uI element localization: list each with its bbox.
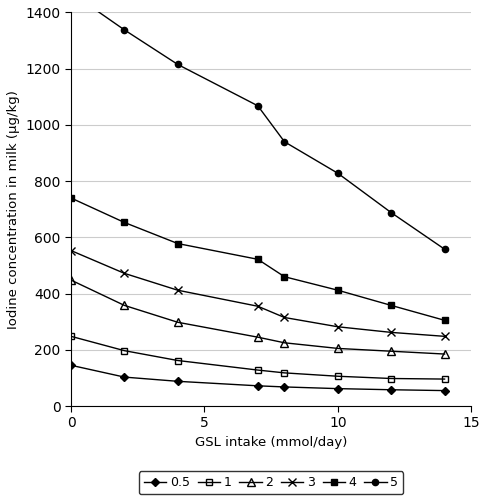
- 0.5: [388, 386, 394, 392]
- 2: [335, 346, 341, 352]
- Line: 0.5: 0.5: [68, 362, 448, 394]
- 1: [281, 370, 287, 376]
- 4: [121, 220, 127, 226]
- 2: [442, 351, 448, 357]
- 1: [442, 376, 448, 382]
- 1: [255, 367, 261, 373]
- 1: [388, 376, 394, 382]
- 5: [442, 246, 448, 252]
- Line: 4: 4: [68, 195, 448, 324]
- 5: [175, 62, 181, 68]
- 3: [335, 324, 341, 330]
- 0.5: [335, 386, 341, 392]
- 1: [68, 334, 74, 340]
- 4: [68, 195, 74, 201]
- 3: [442, 334, 448, 340]
- 4: [255, 256, 261, 262]
- 2: [281, 340, 287, 346]
- 3: [255, 303, 261, 309]
- 4: [335, 287, 341, 293]
- 0.5: [68, 362, 74, 368]
- Y-axis label: Iodine concentration in milk (µg/kg): Iodine concentration in milk (µg/kg): [7, 90, 20, 328]
- 3: [68, 248, 74, 254]
- 3: [281, 314, 287, 320]
- 0.5: [175, 378, 181, 384]
- 5: [121, 27, 127, 33]
- Line: 1: 1: [68, 333, 448, 382]
- Legend: 0.5, 1, 2, 3, 4, 5: 0.5, 1, 2, 3, 4, 5: [139, 472, 403, 494]
- 1: [335, 374, 341, 380]
- 0.5: [255, 383, 261, 389]
- 4: [442, 318, 448, 324]
- Line: 3: 3: [67, 246, 449, 340]
- 4: [175, 240, 181, 246]
- 3: [388, 330, 394, 336]
- 0.5: [121, 374, 127, 380]
- 3: [175, 287, 181, 293]
- 4: [388, 302, 394, 308]
- 0.5: [442, 388, 448, 394]
- 2: [175, 320, 181, 326]
- 2: [255, 334, 261, 340]
- 5: [255, 103, 261, 109]
- 1: [175, 358, 181, 364]
- 3: [121, 270, 127, 276]
- Line: 5: 5: [68, 0, 448, 252]
- 5: [335, 170, 341, 176]
- Line: 2: 2: [67, 276, 449, 358]
- 2: [388, 348, 394, 354]
- 5: [388, 210, 394, 216]
- 2: [121, 302, 127, 308]
- 1: [121, 348, 127, 354]
- 5: [281, 139, 287, 145]
- 2: [68, 277, 74, 283]
- 0.5: [281, 384, 287, 390]
- X-axis label: GSL intake (mmol/day): GSL intake (mmol/day): [195, 436, 347, 449]
- 4: [281, 274, 287, 280]
